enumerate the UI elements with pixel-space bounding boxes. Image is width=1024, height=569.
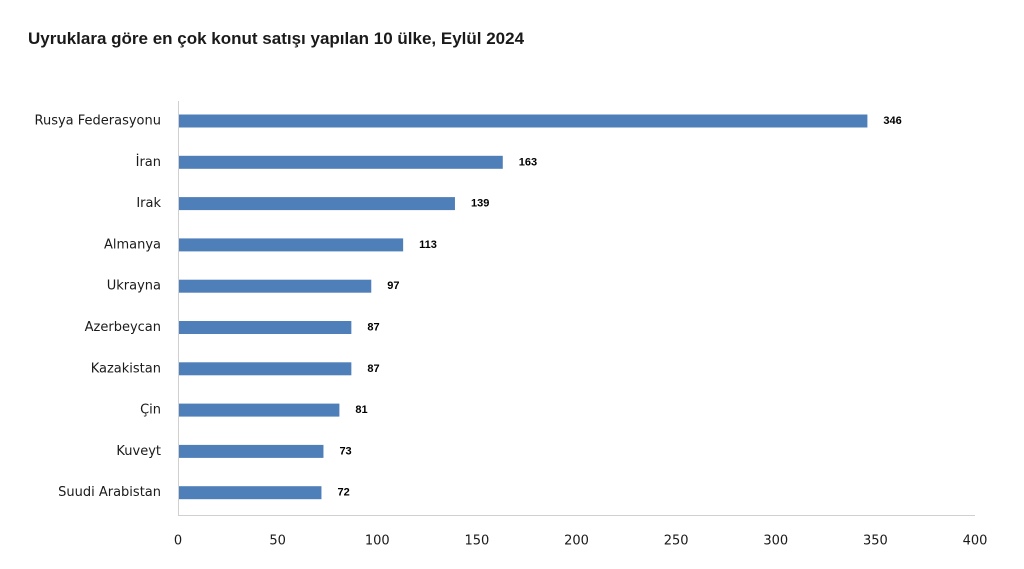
x-tick-label: 0	[174, 534, 182, 549]
value-label: 163	[519, 156, 537, 168]
chart-axes	[178, 101, 975, 516]
bar	[179, 114, 868, 128]
value-label: 87	[367, 363, 379, 375]
value-label: 87	[367, 322, 379, 334]
category-label: Çin	[140, 403, 161, 418]
bar	[179, 238, 404, 252]
category-label: Almanya	[104, 237, 161, 252]
category-label: Rusya Federasyonu	[35, 114, 161, 129]
x-tick-label: 50	[269, 534, 286, 549]
chart-title: Uyruklara göre en çok konut satışı yapıl…	[28, 29, 525, 48]
value-label: 113	[419, 239, 437, 251]
value-label: 139	[471, 198, 489, 210]
x-tick-label: 100	[365, 534, 390, 549]
bar	[179, 279, 372, 293]
category-label: İran	[136, 154, 161, 170]
category-label: Kazakistan	[91, 361, 161, 376]
category-label: Ukrayna	[107, 279, 161, 294]
x-tick-label: 350	[863, 534, 888, 549]
x-tick-label: 300	[763, 534, 788, 549]
category-label: Kuveyt	[116, 444, 161, 459]
x-tick-label: 250	[664, 534, 689, 549]
value-label: 72	[337, 487, 349, 499]
bar	[179, 362, 352, 376]
value-labels: 346 163 139 113 97 87 87 81 73 72	[337, 115, 901, 499]
x-tick-label: 400	[963, 534, 988, 549]
bar	[179, 155, 503, 169]
value-label: 346	[883, 115, 901, 127]
value-label: 73	[339, 445, 351, 457]
bar	[179, 197, 455, 211]
bar	[179, 444, 324, 458]
bar-series	[179, 114, 868, 500]
x-tick-label: 150	[464, 534, 489, 549]
category-label: Azerbeycan	[85, 320, 161, 335]
x-tick-label: 200	[564, 534, 589, 549]
category-label: Irak	[136, 196, 161, 211]
bar	[179, 403, 340, 417]
category-labels: Rusya Federasyonu İran Irak Almanya Ukrayna A…	[35, 114, 162, 501]
x-tick-labels: 0 50 100 150 200 250 300 350 400	[174, 534, 988, 549]
value-label: 81	[355, 404, 367, 416]
bar	[179, 321, 352, 334]
value-label: 97	[387, 280, 399, 292]
bar	[179, 486, 322, 500]
category-label: Suudi Arabistan	[58, 485, 161, 500]
